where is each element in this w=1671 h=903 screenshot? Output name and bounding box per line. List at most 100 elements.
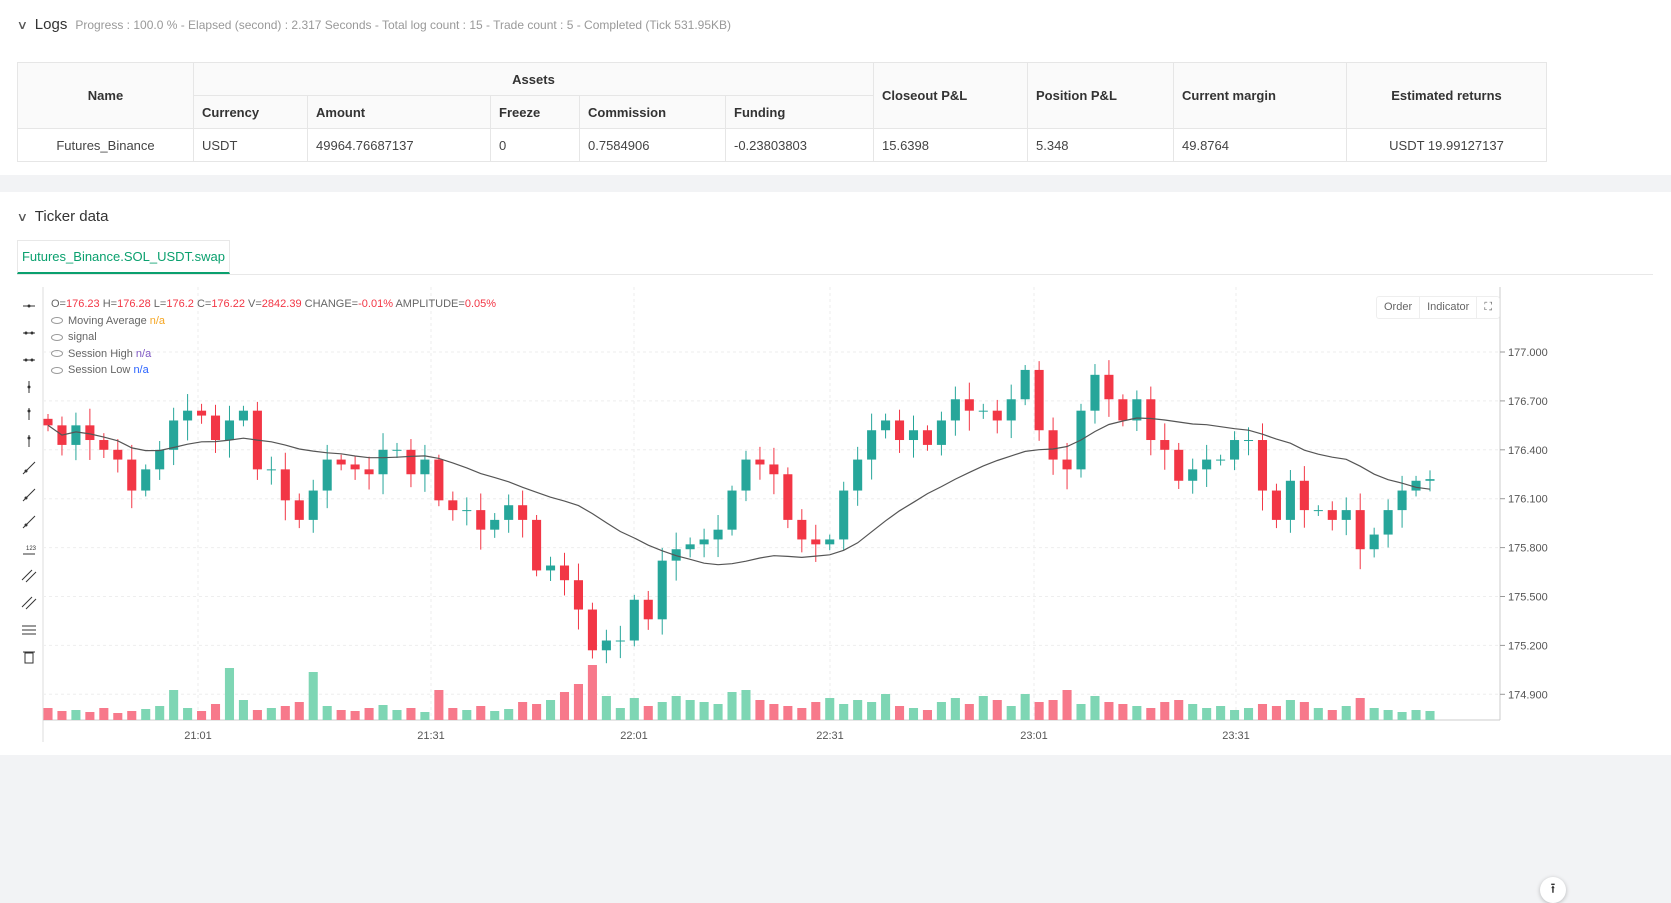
candle-body [43, 418, 53, 426]
price-label-icon[interactable]: 123 [18, 535, 40, 562]
order-button[interactable]: Order [1377, 297, 1421, 318]
candle-body [210, 415, 221, 441]
cell-position: 5.348 [1027, 128, 1174, 162]
col-freeze: Freeze [490, 95, 580, 129]
logs-header[interactable]: ∨ Logs Progress : 100.0 % - Elapsed (sec… [16, 16, 731, 33]
volume-bar [1355, 698, 1365, 720]
volume-bar [294, 702, 304, 720]
trend-line-icon[interactable] [18, 454, 40, 481]
candle-body [490, 519, 500, 530]
eye-icon[interactable] [51, 350, 63, 358]
volume-bar [559, 692, 570, 720]
volume-bar [1327, 710, 1337, 720]
candle-body [336, 459, 346, 465]
volume-bar [671, 696, 681, 720]
vertical-segment-icon[interactable] [18, 427, 40, 454]
candle-body [894, 420, 905, 441]
parallel-channel-icon[interactable] [18, 562, 40, 589]
candle-body [141, 469, 151, 491]
volume-bar [992, 700, 1002, 720]
segment-icon[interactable] [18, 508, 40, 535]
multi-channel-icon[interactable] [18, 589, 40, 616]
candle-body [1118, 399, 1128, 421]
x-tick-label: 23:01 [1020, 730, 1048, 742]
candle-body [671, 549, 681, 561]
candle-body [1383, 510, 1393, 535]
candle-body [1062, 459, 1072, 470]
indicator-session-low[interactable]: Session Low n/a [51, 362, 496, 379]
volume-bar [1146, 708, 1156, 720]
vertical-ray-icon[interactable] [18, 400, 40, 427]
chevron-down-icon[interactable]: ∨ [16, 18, 29, 32]
volume-bar [936, 702, 946, 720]
fullscreen-icon[interactable]: ⛶ [1484, 301, 1493, 313]
horizontal-line-icon[interactable] [18, 292, 40, 319]
volume-bar [615, 708, 625, 720]
ohlc-readout: O=176.23 H=176.28 L=176.2 C=176.22 V=284… [51, 298, 497, 310]
volume-bar [406, 708, 416, 720]
volume-bar [1118, 704, 1128, 720]
candle-body [657, 560, 667, 620]
candle-body [378, 449, 388, 475]
candle-body [1341, 510, 1351, 520]
volume-bar [1383, 710, 1393, 720]
fibonacci-icon[interactable] [18, 616, 40, 643]
candle-body [1243, 440, 1254, 442]
candle-body [1230, 440, 1240, 460]
logs-panel: ∨ Logs Progress : 100.0 % - Elapsed (sec… [0, 0, 1671, 175]
volume-bar [210, 704, 221, 720]
ticker-header[interactable]: ∨ Ticker data [16, 208, 109, 225]
tab-sol-usdt-swap[interactable]: Futures_Binance.SOL_USDT.swap [17, 240, 230, 274]
volume-bar [238, 700, 248, 720]
drawing-toolbar: 123 [18, 292, 40, 670]
volume-bar [1006, 706, 1016, 720]
x-tick-label: 21:01 [184, 730, 212, 742]
trash-icon[interactable] [18, 643, 40, 670]
cell-returns: USDT 19.99127137 [1346, 128, 1547, 162]
col-funding: Funding [725, 95, 874, 129]
volume-bar [546, 700, 556, 720]
candle-body [699, 539, 709, 545]
volume-bar [643, 706, 653, 720]
indicator-moving-average[interactable]: Moving Average n/a [51, 313, 496, 330]
candle-body [573, 580, 584, 610]
volume-bar [908, 708, 919, 720]
vertical-line-icon[interactable] [18, 373, 40, 400]
indicator-button[interactable]: Indicator [1420, 297, 1478, 318]
volume-bar [811, 702, 821, 720]
eye-icon[interactable] [51, 366, 63, 374]
horizontal-ray-icon[interactable] [18, 319, 40, 346]
candle-body [713, 529, 723, 540]
volume-bar [1216, 706, 1226, 720]
candle-body [601, 640, 611, 651]
x-tick-label: 21:31 [417, 730, 445, 742]
horizontal-segment-icon[interactable] [18, 346, 40, 373]
chevron-down-icon[interactable]: ∨ [16, 210, 29, 224]
indicator-session-high[interactable]: Session High n/a [51, 346, 496, 363]
volume-bar [601, 696, 611, 720]
candle-body [643, 599, 653, 620]
volume-bar [141, 709, 151, 720]
volume-bar [490, 711, 500, 720]
candle-body [476, 510, 486, 530]
candle-body [755, 459, 765, 465]
candle-body [99, 440, 109, 450]
candle-body [741, 459, 751, 491]
candle-body [1048, 430, 1058, 460]
candle-body [867, 430, 877, 460]
eye-icon[interactable] [51, 317, 63, 325]
indicator-signal[interactable]: signal [51, 329, 496, 346]
y-tick-label: 175.200 [1508, 640, 1548, 652]
candle-body [392, 449, 402, 451]
ray-icon[interactable] [18, 481, 40, 508]
volume-bar [127, 711, 137, 720]
eye-icon[interactable] [51, 333, 63, 341]
candle-body [280, 469, 290, 501]
volume-bar [769, 704, 779, 720]
candlestick-chart[interactable]: 177.000 176.700 176.400 176.100 175.800 175.5… [0, 192, 1671, 755]
volume-bar [155, 706, 165, 720]
candle-body [197, 410, 207, 416]
candle-body [992, 410, 1002, 421]
candle-body [127, 459, 137, 491]
scroll-top-button[interactable]: ⭱ [1540, 877, 1566, 903]
